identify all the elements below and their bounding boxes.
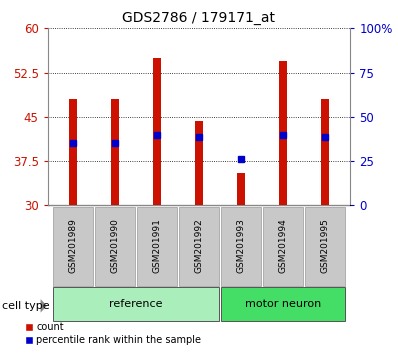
Text: GDS2786 / 179171_at: GDS2786 / 179171_at <box>123 11 275 25</box>
Text: GSM201994: GSM201994 <box>279 219 287 273</box>
FancyBboxPatch shape <box>137 207 177 286</box>
Text: reference: reference <box>109 299 163 309</box>
FancyBboxPatch shape <box>95 207 135 286</box>
Bar <box>153 58 161 205</box>
Bar <box>69 99 77 205</box>
FancyBboxPatch shape <box>179 207 219 286</box>
Legend: count, percentile rank within the sample: count, percentile rank within the sample <box>21 319 205 349</box>
Bar <box>237 173 245 205</box>
Bar <box>195 121 203 205</box>
Text: GSM201992: GSM201992 <box>195 219 203 273</box>
Bar <box>279 61 287 205</box>
Polygon shape <box>41 299 47 313</box>
Bar <box>111 99 119 205</box>
Text: GSM201995: GSM201995 <box>320 218 330 274</box>
FancyBboxPatch shape <box>53 287 219 321</box>
Bar <box>321 99 329 205</box>
Text: GSM201991: GSM201991 <box>152 218 162 274</box>
Text: cell type: cell type <box>2 301 50 311</box>
Text: GSM201993: GSM201993 <box>236 218 246 274</box>
Text: GSM201989: GSM201989 <box>68 218 78 274</box>
FancyBboxPatch shape <box>221 287 345 321</box>
FancyBboxPatch shape <box>221 207 261 286</box>
FancyBboxPatch shape <box>305 207 345 286</box>
FancyBboxPatch shape <box>53 207 93 286</box>
Text: GSM201990: GSM201990 <box>111 218 119 274</box>
Text: motor neuron: motor neuron <box>245 299 321 309</box>
FancyBboxPatch shape <box>263 207 303 286</box>
